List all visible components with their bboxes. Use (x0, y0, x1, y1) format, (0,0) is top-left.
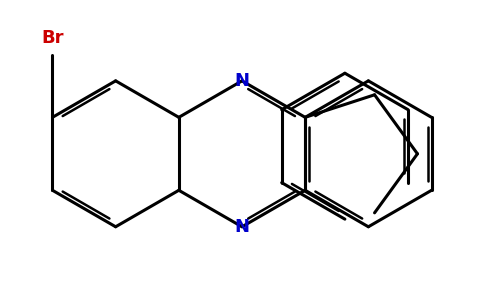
Text: Br: Br (41, 28, 64, 46)
Text: N: N (235, 72, 249, 90)
Text: N: N (235, 218, 249, 236)
